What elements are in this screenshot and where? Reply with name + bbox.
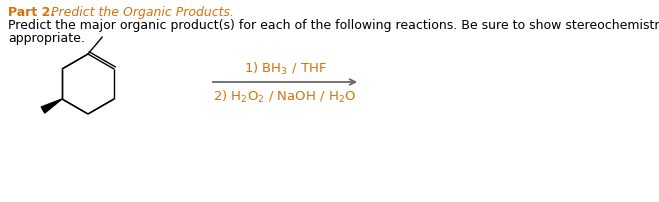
Polygon shape [42, 100, 62, 114]
Text: 1) BH$_3$ / THF: 1) BH$_3$ / THF [244, 61, 326, 77]
Text: Predict the Organic Products.: Predict the Organic Products. [47, 6, 234, 19]
Text: 2) H$_2$O$_2$ / NaOH / H$_2$O: 2) H$_2$O$_2$ / NaOH / H$_2$O [214, 88, 357, 105]
Text: Predict the major organic product(s) for each of the following reactions. Be sur: Predict the major organic product(s) for… [8, 19, 659, 32]
Text: Part 2.: Part 2. [8, 6, 55, 19]
Text: appropriate.: appropriate. [8, 32, 85, 45]
Text: Part 2. Predict the Organic Products.: Part 2. Predict the Organic Products. [8, 6, 236, 19]
